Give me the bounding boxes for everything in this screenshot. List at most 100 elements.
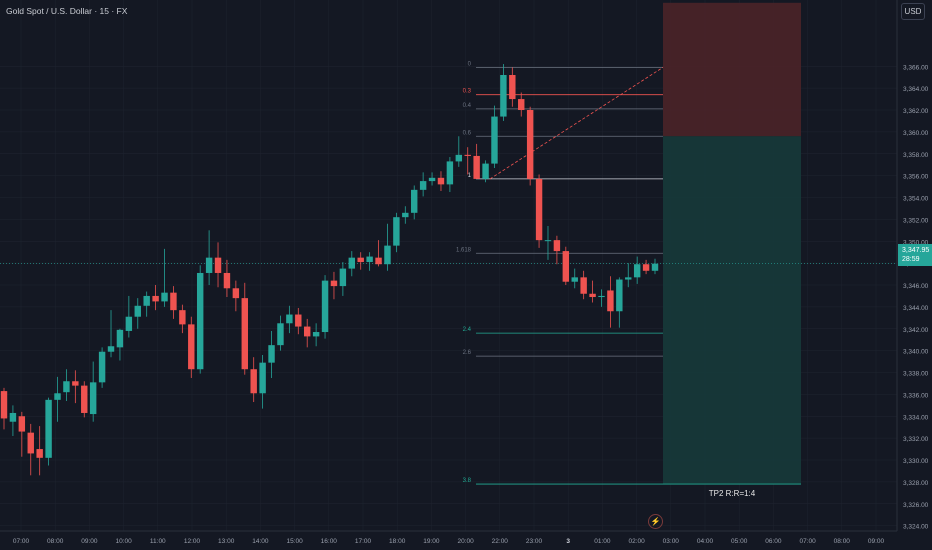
candle-body <box>651 263 659 271</box>
y-tick-label: 3,328.00 <box>903 480 929 487</box>
candle-body <box>179 310 186 325</box>
y-tick-label: 3,330.00 <box>903 458 929 465</box>
candle-body <box>455 154 463 162</box>
currency-button[interactable]: USD <box>901 3 925 20</box>
candle-body <box>482 163 489 179</box>
candle-body <box>98 351 106 383</box>
candle-body <box>18 416 26 432</box>
candle-body <box>89 382 97 415</box>
candle-body <box>571 277 578 282</box>
y-tick-label: 3,360.00 <box>903 130 929 137</box>
candle-body <box>152 295 159 302</box>
candle-body <box>107 346 115 352</box>
x-tick-label: 11:00 <box>150 538 166 545</box>
candle-body <box>286 314 293 324</box>
y-tick-label: 3,342.00 <box>903 327 929 334</box>
y-tick-label: 3,358.00 <box>903 152 929 159</box>
candle-countdown: 28:59 <box>902 256 920 263</box>
x-tick-label: 07:00 <box>13 538 30 545</box>
candle-body <box>357 257 364 263</box>
candle-body <box>428 177 436 182</box>
candle-body <box>250 369 257 394</box>
candle-body <box>63 381 70 393</box>
x-tick-label: 09:00 <box>81 538 98 545</box>
fib-level-label: 1 <box>468 173 472 179</box>
candle-body <box>268 345 275 363</box>
y-tick-label: 3,362.00 <box>903 108 929 115</box>
candle-body <box>54 393 61 400</box>
y-tick-label: 3,340.00 <box>903 349 929 356</box>
candle-body <box>214 257 222 273</box>
fib-level-label: 0.4 <box>463 103 472 109</box>
candle-body <box>553 240 561 252</box>
x-tick-label: 03:00 <box>663 538 680 545</box>
candle-body <box>161 292 168 302</box>
y-tick-label: 3,338.00 <box>903 371 929 378</box>
x-tick-label: 18:00 <box>389 538 406 545</box>
candle-body <box>616 279 623 312</box>
x-tick-label: 15:00 <box>286 538 303 545</box>
lightning-icon[interactable]: ⚡ <box>648 514 663 529</box>
candle-body <box>205 257 213 273</box>
candle-body <box>36 449 43 458</box>
y-tick-label: 3,334.00 <box>903 414 929 421</box>
candle-body <box>259 362 266 394</box>
y-tick-label: 3,364.00 <box>903 86 929 93</box>
fib-level-label: 3.8 <box>463 478 472 484</box>
candle-body <box>295 314 302 327</box>
candle-body <box>0 391 8 419</box>
candle-body <box>9 412 17 422</box>
x-tick-label: 3 <box>566 538 570 545</box>
candle-body <box>526 110 534 179</box>
candle-body <box>72 381 79 386</box>
last-price-tag: 3,347.95 28:59 <box>898 244 932 266</box>
x-tick-label: 06:00 <box>765 538 782 545</box>
candle-body <box>473 155 480 179</box>
candle-body <box>27 432 34 454</box>
candle-body <box>500 75 507 117</box>
y-tick-label: 3,350.00 <box>903 239 929 246</box>
candle-body <box>339 268 347 287</box>
candle-body <box>402 212 409 218</box>
y-tick-label: 3,324.00 <box>903 524 929 531</box>
candle-body <box>81 385 88 413</box>
candle-body <box>196 272 204 370</box>
candle-body <box>277 323 284 346</box>
x-tick-label: 05:00 <box>731 538 748 545</box>
candle-body <box>143 295 150 306</box>
y-tick-label: 3,366.00 <box>903 64 929 71</box>
candle-body <box>509 75 516 100</box>
candle-body <box>303 326 311 337</box>
candle-body <box>598 295 605 298</box>
candle-body <box>125 316 133 331</box>
y-tick-label: 3,356.00 <box>903 174 929 181</box>
x-tick-label: 07:00 <box>799 538 816 545</box>
candle-body <box>580 277 587 294</box>
candle-body <box>589 293 596 298</box>
candle-body <box>464 154 471 156</box>
candle-body <box>535 178 543 241</box>
candle-body <box>642 264 650 271</box>
x-tick-label: 13:00 <box>218 538 235 545</box>
last-price-value: 3,347.95 <box>902 247 930 254</box>
candle-body <box>375 257 382 265</box>
candle-body <box>419 181 427 190</box>
candle-body <box>188 324 195 370</box>
x-tick-label: 22:00 <box>492 538 509 545</box>
y-tick-label: 3,346.00 <box>903 283 929 290</box>
candle-body <box>518 99 525 110</box>
fib-level-label: 0 <box>468 61 472 67</box>
candle-body <box>625 277 632 280</box>
y-tick-label: 3,332.00 <box>903 436 929 443</box>
x-tick-label: 08:00 <box>47 538 64 545</box>
candle-body <box>45 399 52 458</box>
candle-body <box>116 329 124 348</box>
symbol-title: Gold Spot / U.S. Dollar · 15 · FX <box>6 6 128 16</box>
candle-body <box>366 256 373 263</box>
x-tick-label: 01:00 <box>594 538 611 545</box>
stop-loss-zone <box>663 2 801 137</box>
candle-body <box>437 177 445 185</box>
candle-body <box>330 280 338 287</box>
